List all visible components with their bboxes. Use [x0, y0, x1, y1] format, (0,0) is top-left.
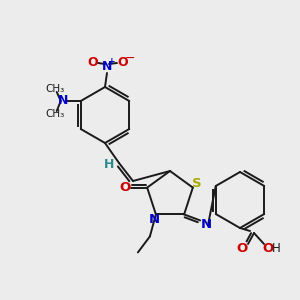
- Text: −: −: [125, 52, 135, 64]
- Text: N: N: [58, 94, 68, 107]
- Text: H: H: [272, 242, 280, 256]
- Text: CH₃: CH₃: [45, 109, 64, 119]
- Text: H: H: [104, 158, 114, 172]
- Text: O: O: [118, 56, 128, 70]
- Text: O: O: [262, 242, 274, 256]
- Text: N: N: [148, 213, 160, 226]
- Text: S: S: [192, 177, 202, 190]
- Text: N: N: [200, 218, 212, 231]
- Text: O: O: [119, 181, 131, 194]
- Text: N: N: [102, 61, 112, 74]
- Text: O: O: [236, 242, 247, 256]
- Text: +: +: [108, 58, 116, 67]
- Text: CH₃: CH₃: [45, 84, 64, 94]
- Text: O: O: [88, 56, 98, 70]
